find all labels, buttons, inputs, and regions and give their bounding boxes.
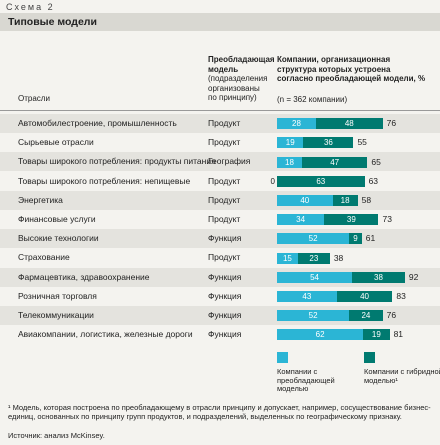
value-label: 23 — [309, 253, 319, 263]
bar-segment — [302, 156, 368, 168]
value-label: 18 — [285, 157, 294, 167]
category-label: Авиакомпании, логистика, железные дороги — [18, 329, 193, 340]
model-label: География — [208, 156, 251, 167]
bar-segment — [277, 156, 303, 168]
model-label: Продукт — [208, 175, 241, 186]
bar-segment — [349, 233, 362, 245]
model-subheader: (подразделения организованы по принципу) — [208, 74, 268, 102]
legend-swatch — [364, 352, 375, 364]
bar-segment — [277, 137, 304, 149]
value-label: 47 — [330, 157, 340, 167]
bar-segment — [277, 329, 364, 341]
title-bar — [0, 13, 440, 31]
value-label: 40 — [360, 291, 370, 301]
category-label: Фармацевтика, здравоохранение — [18, 271, 150, 282]
model-label: Функция — [208, 310, 242, 320]
model-label: Функция — [208, 233, 242, 244]
bar-segment — [277, 233, 350, 245]
value-label: 28 — [292, 119, 301, 129]
model-label: Продукт — [208, 194, 241, 205]
value-label: 19 — [371, 330, 381, 340]
header-rule — [0, 110, 440, 111]
value-label: 52 — [308, 311, 318, 321]
category-label: Товары широкого потребления: непищевые — [18, 175, 191, 186]
category-label: Финансовые услуги — [18, 214, 96, 224]
bar-segment — [324, 214, 379, 226]
category-label: Энергетика — [18, 194, 63, 205]
model-header: Преобладающая модель — [208, 55, 275, 74]
source: Источник: анализ McKinsey. — [8, 431, 105, 440]
bar-segment — [349, 310, 383, 322]
model-label: Функция — [208, 329, 242, 340]
footnote: ¹ Модель, которая построена по преоблада… — [8, 403, 431, 421]
category-label: Сырьевые отрасли — [18, 137, 94, 148]
total-label: 76 — [386, 118, 397, 129]
value-subheader: (n = 362 компании) — [277, 95, 348, 104]
category-header: Отрасли — [18, 94, 50, 103]
total-label: 55 — [357, 137, 367, 148]
legend-label: Компании с гибридной моделью¹ — [364, 367, 440, 385]
value-label: 40 — [300, 195, 310, 205]
bar-segment — [277, 118, 316, 130]
total-label: 65 — [371, 156, 381, 167]
model-label: Продукт — [208, 118, 241, 128]
category-label: Страхование — [18, 252, 70, 263]
bar-segment — [277, 290, 337, 302]
bar-segment — [277, 214, 325, 226]
value-label: 15 — [282, 253, 292, 263]
legend-swatch — [277, 352, 288, 364]
total-label: 63 — [368, 175, 379, 186]
model-label: Функция — [208, 290, 242, 301]
bar-segment — [352, 271, 405, 283]
category-label: Товары широкого потребления: продукты пи… — [18, 156, 216, 167]
value-label: 62 — [315, 330, 325, 340]
bar-segment — [363, 329, 390, 341]
bar-segment — [303, 137, 354, 149]
value-label: 36 — [323, 138, 333, 148]
value-label: 54 — [310, 272, 319, 282]
total-label: 81 — [393, 329, 404, 340]
value-label: 39 — [346, 215, 356, 225]
bar-segment — [336, 290, 393, 302]
value-label: 34 — [296, 215, 306, 225]
bar-segment — [277, 271, 353, 283]
value-label: 38 — [374, 272, 383, 282]
total-label: 58 — [361, 194, 372, 205]
value-label: 9 — [353, 234, 358, 244]
total-label: 83 — [396, 290, 406, 301]
value-label: 48 — [344, 119, 354, 129]
bar-segment — [277, 175, 365, 187]
category-label: Телекоммуникации — [18, 310, 94, 320]
bar-segment — [332, 194, 358, 206]
bar-segment — [277, 194, 333, 206]
model-label: Продукт — [208, 252, 241, 263]
value-label: 52 — [308, 234, 318, 244]
model-label: Продукт — [208, 214, 241, 224]
value-label: 19 — [285, 138, 295, 148]
value-label: 0 — [270, 176, 275, 186]
total-label: 76 — [386, 310, 397, 321]
figure-number: Схема 2 — [6, 2, 55, 12]
bar-segment — [277, 252, 298, 264]
bar-segment — [315, 118, 383, 130]
category-label: Автомобилестроение, промышленность — [18, 118, 177, 128]
total-label: 61 — [365, 233, 376, 244]
chart-title: Типовые модели — [8, 16, 97, 28]
category-label: Высокие технологии — [18, 233, 99, 244]
legend-label: Компании с преобладающей моделью — [277, 367, 335, 394]
value-label: 24 — [361, 311, 371, 321]
total-label: 92 — [408, 271, 419, 282]
value-header: Компании, организационная структура кото… — [277, 55, 426, 83]
value-label: 18 — [340, 195, 350, 205]
value-label: 63 — [316, 176, 326, 186]
value-label: 43 — [302, 291, 312, 301]
category-label: Розничная торговля — [18, 290, 97, 301]
model-label: Продукт — [208, 137, 241, 148]
bar-segment — [297, 252, 330, 264]
total-label: 38 — [333, 252, 344, 263]
model-label: Функция — [208, 271, 242, 282]
total-label: 73 — [382, 214, 392, 225]
bar-segment — [277, 310, 350, 322]
